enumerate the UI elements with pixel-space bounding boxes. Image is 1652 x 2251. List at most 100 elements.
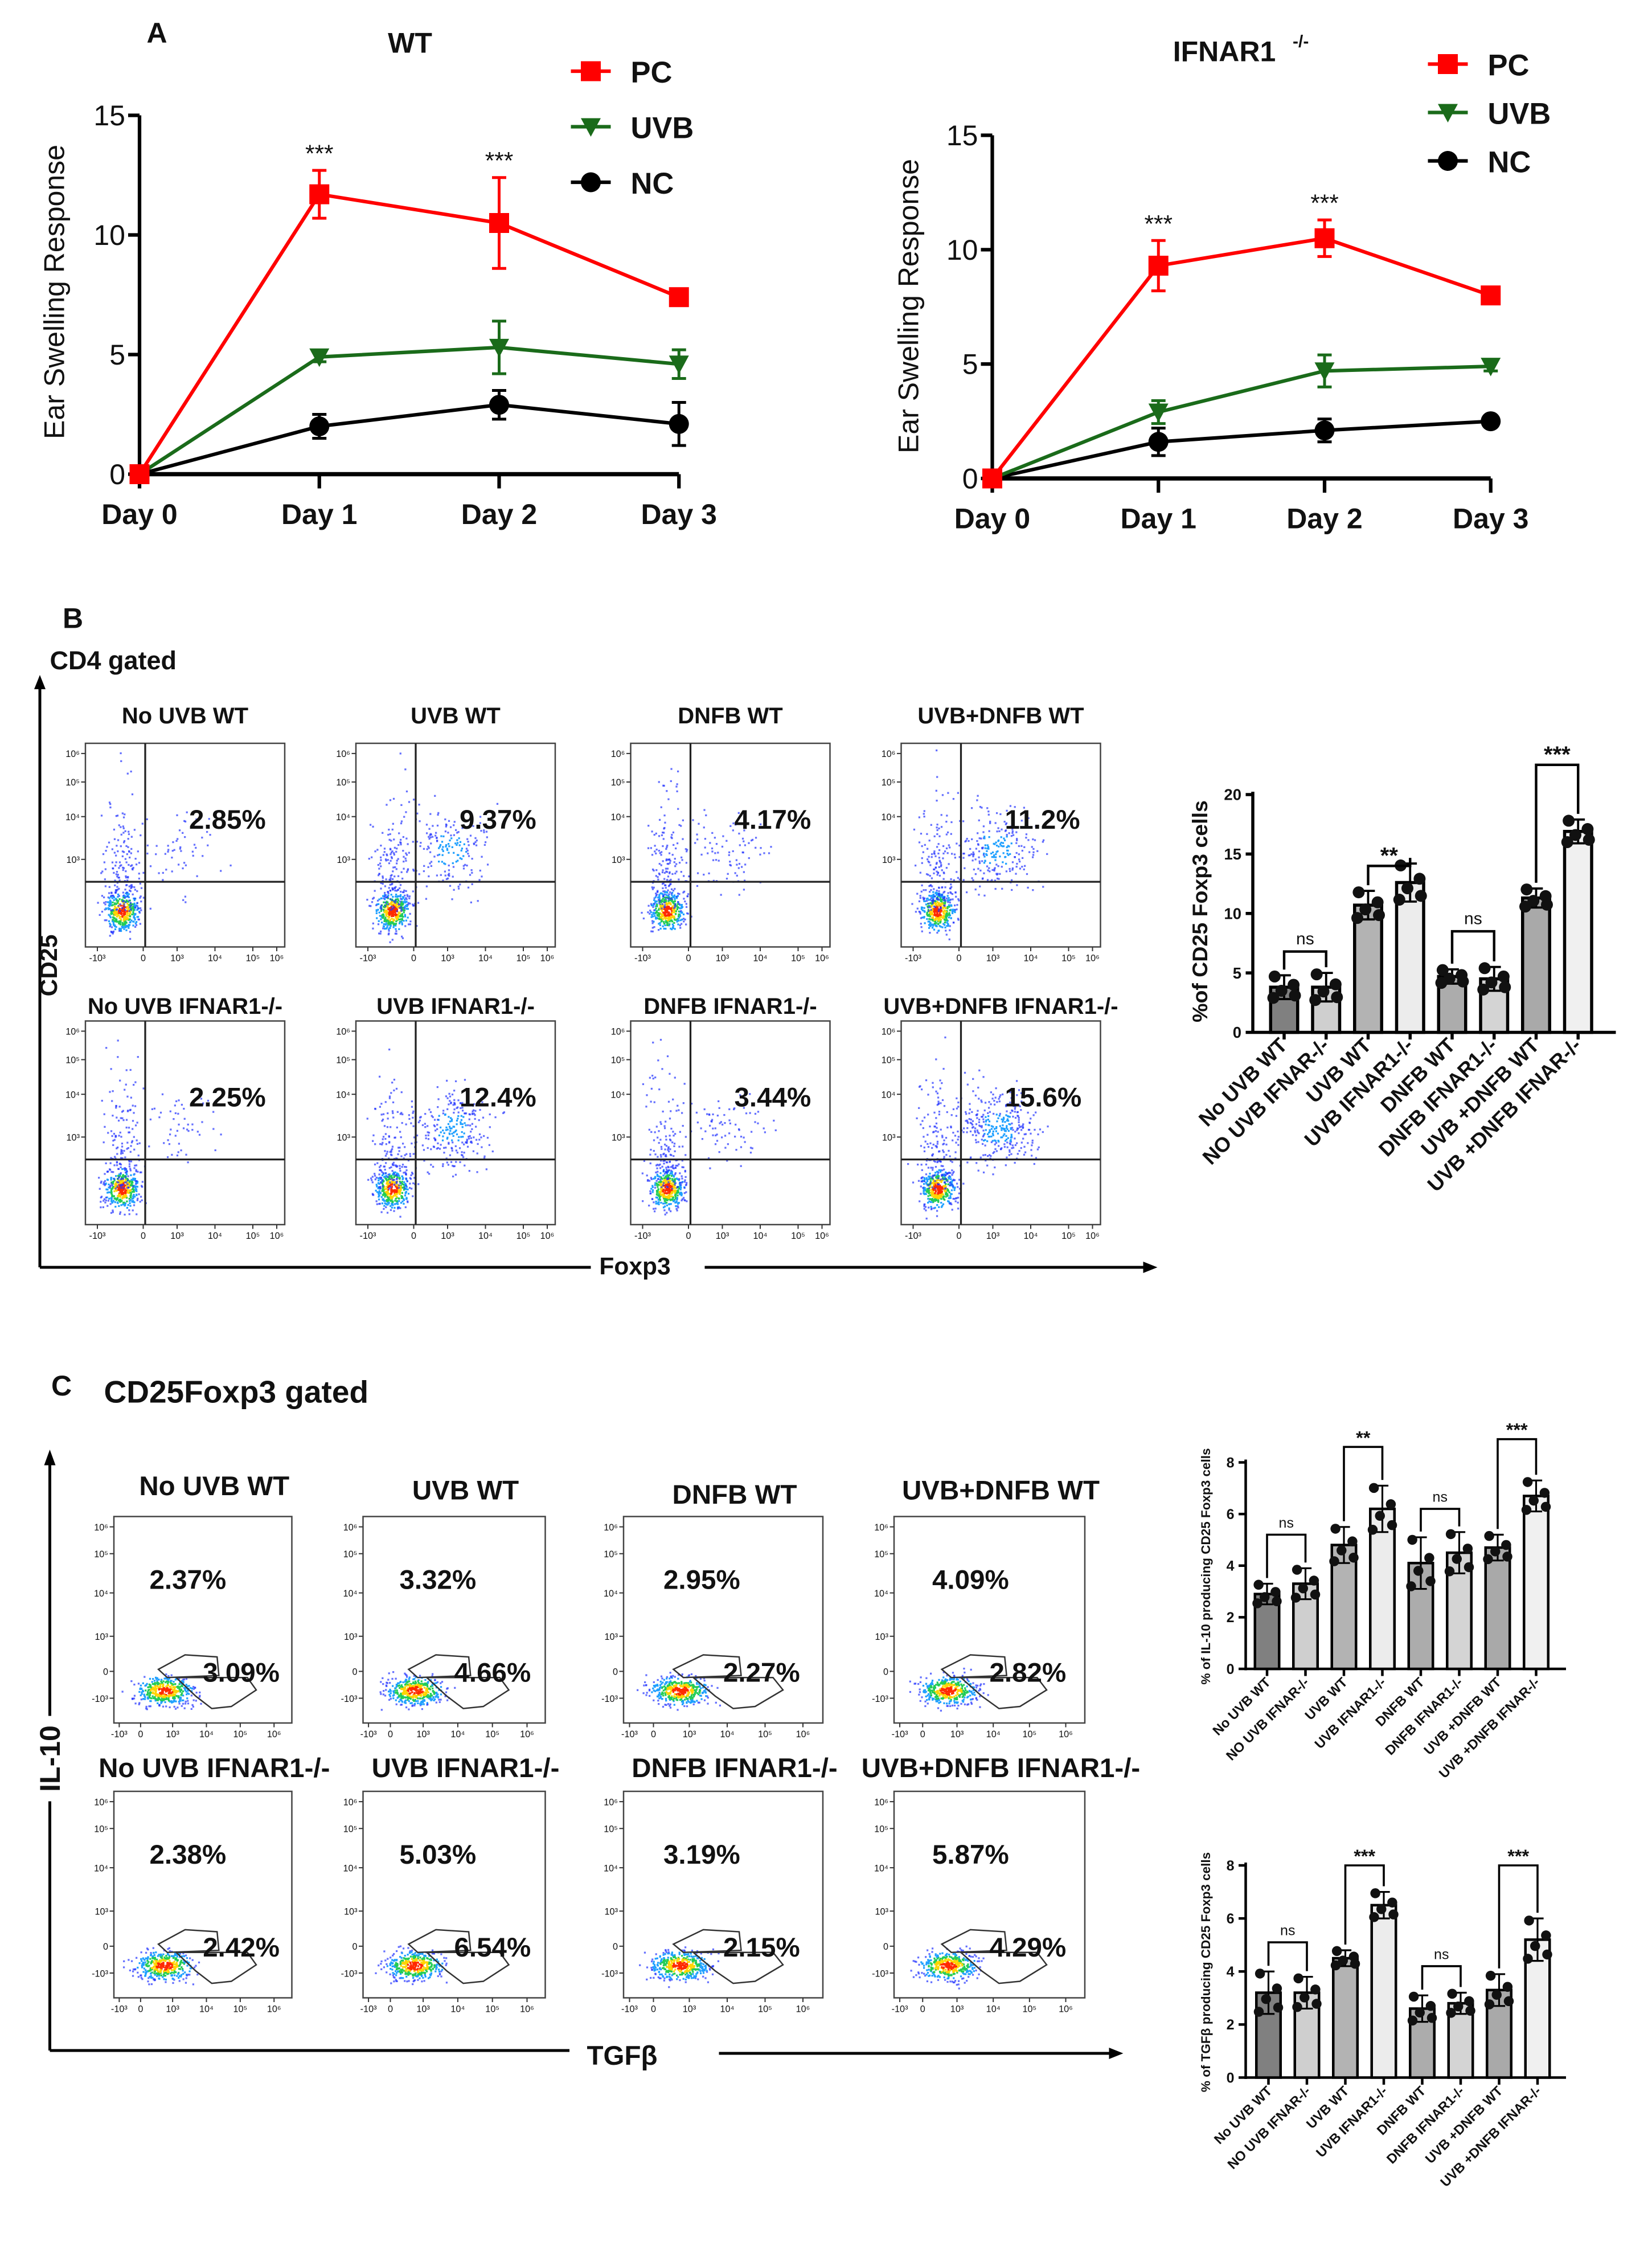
data-point: [1393, 894, 1405, 906]
event-dot: [124, 1156, 126, 1159]
event-dot: [681, 907, 683, 909]
event-dot: [449, 885, 452, 887]
event-dot: [376, 849, 379, 851]
event-dot: [122, 901, 124, 903]
event-dot: [127, 875, 129, 878]
event-dot: [682, 913, 685, 915]
event-dot: [393, 1178, 396, 1181]
data-point-nc: [309, 416, 330, 436]
event-dot: [140, 895, 142, 898]
event-dot: [930, 824, 932, 826]
event-dot: [978, 819, 980, 821]
legend-label: NC: [631, 167, 674, 200]
event-dot: [399, 752, 401, 755]
data-point-pc: [1148, 255, 1169, 276]
event-dot: [103, 896, 105, 899]
event-dot: [664, 913, 666, 915]
event-dot: [108, 908, 110, 911]
event-dot: [128, 1165, 131, 1168]
event-dot: [954, 891, 957, 894]
event-dot: [941, 898, 944, 901]
event-dot: [369, 824, 372, 826]
bar: [1520, 896, 1551, 1034]
event-dot: [929, 922, 931, 924]
event-dot: [121, 1143, 124, 1145]
event-dot: [684, 901, 686, 903]
event-dot: [105, 850, 107, 852]
y-tick-label: 10⁶: [336, 749, 350, 759]
event-dot: [396, 1203, 399, 1205]
event-dot: [120, 1152, 122, 1155]
event-dot: [411, 1100, 413, 1103]
event-dot: [129, 1200, 131, 1202]
significance-bracket: [1420, 1508, 1461, 1532]
event-dot: [380, 908, 383, 910]
event-dot: [486, 836, 488, 838]
event-dot: [748, 842, 750, 844]
event-dot: [388, 928, 390, 930]
event-dot: [184, 895, 187, 898]
event-dot: [923, 916, 925, 919]
event-dot: [104, 1173, 106, 1175]
series-line-pc: [991, 236, 1491, 480]
event-dot: [399, 1189, 402, 1191]
event-dot: [179, 848, 181, 850]
event-dot: [400, 822, 403, 825]
event-dot: [391, 1202, 393, 1205]
y-tick-label: 6: [1227, 1911, 1235, 1927]
event-dot: [374, 890, 376, 892]
event-dot: [671, 1179, 674, 1181]
event-dot: [658, 915, 660, 918]
event-dot: [956, 904, 958, 906]
event-dot: [388, 1199, 391, 1201]
event-dot: [659, 927, 662, 930]
event-dot: [378, 1179, 380, 1182]
event-dot: [118, 917, 121, 919]
event-dot: [384, 920, 387, 922]
event-dot: [137, 918, 140, 920]
event-dot: [479, 816, 482, 818]
event-dot: [129, 1205, 132, 1207]
event-dot: [393, 1182, 396, 1184]
event-dot: [657, 1194, 659, 1196]
event-dot: [400, 901, 403, 903]
event-dot: [379, 1185, 382, 1188]
event-dot: [380, 918, 382, 920]
event-dot: [696, 838, 699, 841]
event-dot: [390, 1149, 392, 1152]
event-dot: [202, 855, 204, 857]
event-dot: [113, 1164, 116, 1167]
event-dot: [668, 1209, 670, 1211]
event-dot: [420, 1116, 422, 1118]
event-dot: [727, 873, 729, 875]
event-dot: [666, 924, 669, 927]
event-dot: [140, 909, 142, 911]
event-dot: [653, 886, 655, 889]
event-dot: [687, 893, 690, 895]
event-dot: [404, 915, 407, 918]
event-dot: [943, 890, 946, 893]
event-dot: [452, 866, 455, 868]
event-dot: [400, 1112, 403, 1114]
event-dot: [396, 918, 399, 920]
event-dot: [986, 847, 989, 850]
event-dot: [161, 1093, 164, 1095]
event-dot: [395, 1185, 397, 1188]
event-dot: [114, 1184, 117, 1186]
event-dot: [174, 1135, 177, 1137]
event-dot: [1009, 867, 1011, 870]
y-axis-label: % of TGFβ producing CD25 Foxp3 cells: [1199, 1852, 1213, 2092]
event-dot: [472, 1109, 475, 1111]
event-dot: [438, 1115, 440, 1117]
event-dot: [949, 914, 952, 916]
event-dot: [120, 1166, 122, 1169]
event-dot: [1035, 825, 1037, 828]
event-dot: [133, 899, 136, 902]
event-dot: [379, 1187, 382, 1189]
event-dot: [666, 891, 669, 894]
event-dot: [397, 902, 400, 905]
event-dot: [124, 1088, 126, 1091]
event-dot: [417, 902, 420, 904]
event-dot: [376, 1185, 378, 1188]
event-dot: [663, 920, 665, 923]
